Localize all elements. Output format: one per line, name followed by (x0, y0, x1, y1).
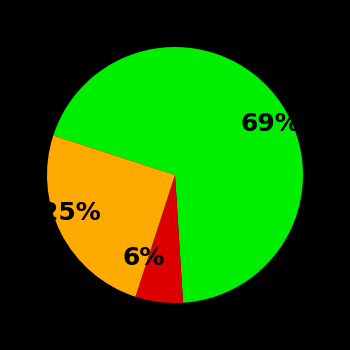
Text: 6%: 6% (122, 246, 164, 270)
Wedge shape (135, 175, 183, 303)
Wedge shape (53, 47, 303, 303)
Text: 69%: 69% (241, 112, 301, 136)
Text: 25%: 25% (41, 201, 101, 225)
Wedge shape (47, 135, 175, 297)
